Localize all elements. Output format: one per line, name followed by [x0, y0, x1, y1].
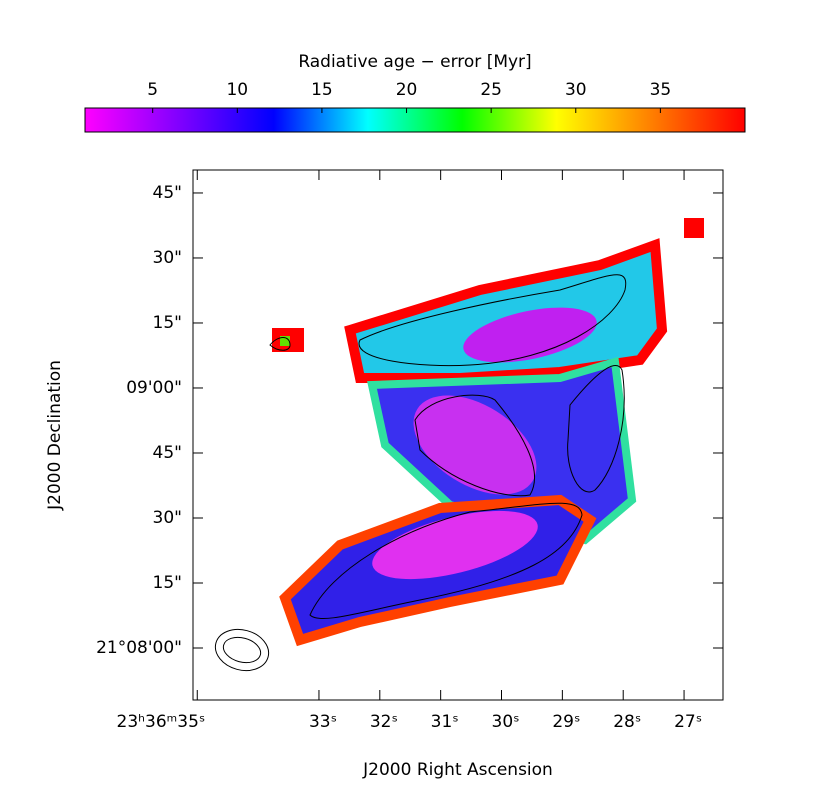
plot-frame [192, 169, 724, 701]
x-tick-label: 32ˢ [370, 712, 398, 732]
colorbar-tick-label: 15 [311, 80, 333, 100]
x-tick-label: 33ˢ [309, 712, 337, 732]
y-tick-label: 30" [153, 248, 182, 268]
x-tick-label: 31ˢ [431, 712, 459, 732]
colorbar-tick-label: 30 [565, 80, 587, 100]
contour [269, 337, 291, 351]
emission-north [344, 238, 668, 383]
beam [222, 636, 262, 664]
x-axis-label: J2000 Right Ascension [362, 760, 553, 780]
y-tick-label: 21°08'00" [96, 638, 182, 658]
colorbar-tick-label: 10 [226, 80, 248, 100]
y-tick-label: 45" [153, 443, 182, 463]
emission-knot [280, 336, 290, 346]
colorbar-tick-label: 35 [650, 80, 672, 100]
y-tick-label: 15" [153, 573, 182, 593]
colorbar-tick-label: 5 [147, 80, 158, 100]
x-tick-label: 30ˢ [492, 712, 520, 732]
beam [214, 628, 270, 672]
y-tick-label: 15" [153, 313, 182, 333]
contour [414, 394, 535, 497]
x-tick-label: 27ˢ [674, 712, 702, 732]
contour [309, 502, 583, 620]
core-north [463, 307, 597, 363]
emission-knot [684, 218, 704, 238]
colorbar [84, 107, 746, 133]
colorbar-tick-label: 20 [396, 80, 418, 100]
colorbar-label: Radiative age − error [Myr] [298, 52, 531, 72]
core-south [372, 510, 538, 580]
y-tick-label: 09'00" [126, 378, 182, 398]
y-tick-label: 30" [153, 508, 182, 528]
y-tick-label: 45" [153, 183, 182, 203]
y-axis-label: J2000 Declination [45, 360, 65, 511]
x-tick-label: 29ˢ [552, 712, 580, 732]
colorbar-tick-label: 25 [480, 80, 502, 100]
contour [358, 274, 627, 367]
x-tick-label: 28ˢ [613, 712, 641, 732]
x-tick-label: 23ʰ36ᵐ35ˢ [117, 712, 206, 732]
map-image [214, 218, 704, 672]
contour [567, 364, 625, 493]
